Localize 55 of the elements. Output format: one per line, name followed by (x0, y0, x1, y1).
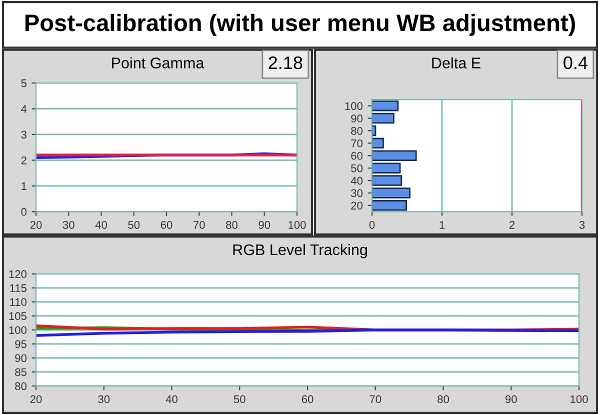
x-tick-label: 30 (98, 395, 110, 404)
x-tick-label: 80 (438, 395, 449, 404)
x-tick-label: 70 (370, 395, 382, 404)
y-tick-label: 115 (10, 284, 27, 292)
y-tick-label: 30 (351, 189, 363, 198)
x-tick-label: 90 (505, 395, 517, 404)
y-tick-label: 105 (9, 312, 27, 320)
chart-title: Point Gamma (112, 57, 204, 68)
x-tick-label: 40 (95, 220, 107, 229)
y-tick-label: 70 (351, 139, 363, 148)
y-tick-label: 80 (15, 382, 27, 390)
x-tick-label: 60 (302, 395, 314, 404)
x-tick-label: 20 (30, 220, 42, 229)
chart-title: Delta E (432, 57, 480, 68)
x-tick-label: 1 (440, 221, 445, 229)
y-tick-label: 90 (351, 114, 363, 122)
x-tick-label: 50 (234, 395, 246, 404)
text: 0.4 (564, 56, 588, 70)
y-tick-label: 85 (15, 368, 27, 376)
bar (372, 138, 384, 149)
bar (372, 112, 394, 124)
y-tick-label: 100 (345, 102, 363, 110)
x-tick-label: 3 (579, 220, 585, 229)
x-tick-label: 70 (194, 220, 205, 229)
x-tick-label: 100 (570, 395, 588, 404)
chart-title: RGB Level Tracking (233, 244, 367, 258)
x-tick-label: 40 (166, 395, 178, 404)
y-tick-label: 5 (21, 79, 27, 88)
x-tick-label: 50 (128, 220, 140, 229)
x-tick-label: 60 (160, 220, 172, 229)
y-tick-label: 3 (21, 130, 26, 139)
y-tick-label: 110 (10, 298, 27, 306)
x-tick-label: 0 (369, 220, 375, 229)
x-tick-label: 100 (288, 220, 306, 229)
bar (372, 100, 399, 112)
y-tick-label: 20 (351, 202, 363, 210)
y-tick-label: 1 (22, 182, 26, 190)
x-tick-label: 80 (226, 220, 238, 229)
x-tick-label: 30 (62, 220, 74, 229)
y-tick-label: 60 (351, 152, 363, 160)
y-tick-label: 4 (21, 105, 27, 113)
x-tick-label: 2 (509, 220, 515, 229)
y-tick-label: 95 (15, 340, 27, 348)
y-tick-label: 80 (351, 126, 363, 135)
text: 2.18 (268, 56, 302, 70)
y-tick-label: 120 (9, 270, 27, 278)
y-tick-label: 90 (15, 354, 27, 362)
y-tick-label: 50 (351, 164, 363, 172)
y-tick-label: 100 (9, 326, 27, 334)
y-tick-label: 2 (21, 156, 26, 164)
x-tick-label: 90 (258, 220, 270, 229)
x-tick-label: 20 (30, 395, 42, 404)
y-tick-label: 40 (350, 176, 363, 185)
text: Post-calibration (with user menu WB adjustment) (25, 14, 575, 36)
y-tick-label: 0 (21, 208, 27, 216)
